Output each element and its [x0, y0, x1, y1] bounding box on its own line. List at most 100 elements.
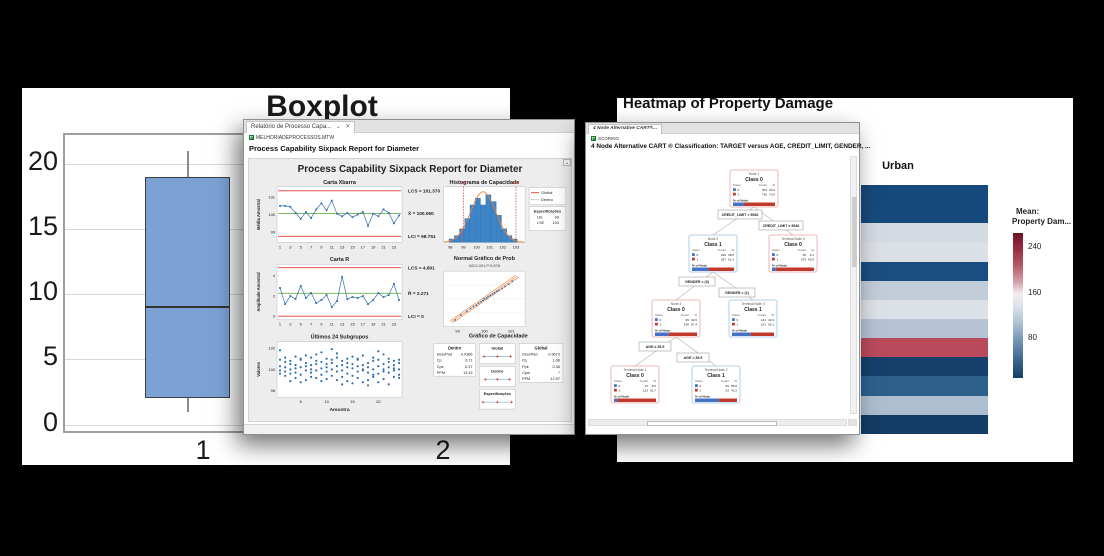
svg-text:%: %: [694, 313, 697, 317]
svg-text:0.9673: 0.9673: [548, 353, 560, 357]
svg-text:0.37: 0.37: [465, 365, 472, 369]
cart-tab-label: 4 Node Alternative CART®...: [593, 126, 658, 131]
svg-text:13.43: 13.43: [463, 371, 472, 375]
vertical-scrollbar[interactable]: [850, 156, 857, 414]
svg-text:56.8: 56.8: [731, 384, 737, 388]
svg-text:102: 102: [500, 244, 507, 249]
svg-text:0: 0: [700, 384, 702, 388]
svg-text:Count: Count: [718, 248, 726, 252]
tab-collapse-icon[interactable]: ⌄: [335, 124, 341, 130]
svg-text:103: 103: [553, 221, 559, 225]
svg-text:9: 9: [320, 244, 323, 249]
vertical-scrollbar-thumb[interactable]: [851, 197, 857, 267]
svg-text:83: 83: [726, 384, 730, 388]
tab-close-icon[interactable]: ✕: [345, 124, 351, 130]
svg-text:5: 5: [300, 244, 303, 249]
window-bottom-scrollbar[interactable]: [244, 424, 574, 434]
svg-text:Gráfico de Capacidade: Gráfico de Capacidade: [469, 334, 528, 340]
median-line: [145, 306, 230, 309]
svg-text:Class: Class: [692, 248, 700, 252]
svg-text:0: 0: [777, 253, 779, 257]
svg-text:Terminal Node 4: Terminal Node 4: [781, 237, 804, 241]
svg-text:Class: Class: [655, 313, 663, 317]
svg-text:Class 1: Class 1: [744, 307, 762, 313]
window-tab-bar: 4 Node Alternative CART®...: [586, 123, 859, 134]
heatmap-cell: [861, 376, 988, 396]
svg-text:101: 101: [268, 195, 275, 200]
svg-text:DesvPad: DesvPad: [522, 353, 537, 357]
boxplot-title: Boxplot: [266, 90, 378, 123]
heatmap-title: Heatmap of Property Damage: [623, 98, 834, 112]
svg-text:Normal Gráfico de Prob: Normal Gráfico de Prob: [454, 256, 516, 262]
heatmap-cell: [861, 414, 988, 434]
svg-text:99: 99: [461, 244, 466, 249]
svg-text:98: 98: [448, 244, 453, 249]
cart-tab[interactable]: 4 Node Alternative CART®...: [588, 124, 663, 134]
svg-text:Dentro: Dentro: [448, 346, 462, 351]
svg-text:5: 5: [300, 322, 303, 327]
svg-text:1: 1: [777, 258, 779, 262]
svg-text:0.71: 0.71: [465, 359, 472, 363]
svg-text:264: 264: [762, 188, 767, 192]
svg-text:Class 0: Class 0: [784, 242, 802, 248]
svg-text:101: 101: [486, 244, 493, 249]
svg-text:CREDIT_LIMIT < 9546: CREDIT_LIMIT < 9546: [722, 213, 759, 217]
heatmap-cell: [861, 318, 988, 339]
y-tick-label: 20: [27, 145, 58, 176]
svg-text:11: 11: [330, 322, 334, 327]
svg-text:226: 226: [721, 253, 726, 257]
svg-text:99: 99: [455, 329, 460, 334]
svg-text:Carta Xbarra: Carta Xbarra: [323, 180, 357, 186]
svg-text:99: 99: [271, 229, 276, 234]
svg-text:67.4: 67.4: [691, 323, 697, 327]
svg-text:Count: Count: [681, 313, 689, 317]
svg-text:Count: Count: [640, 379, 648, 383]
chart-menu-button[interactable]: ⌄: [563, 159, 571, 166]
horizontal-scrollbar[interactable]: [588, 419, 847, 426]
svg-text:95: 95: [686, 318, 690, 322]
svg-text:55.1: 55.1: [768, 323, 774, 327]
svg-text:17: 17: [361, 244, 365, 249]
svg-text:15: 15: [350, 244, 355, 249]
svg-text:Node 2: Node 2: [708, 237, 719, 241]
svg-text:9.1: 9.1: [810, 253, 815, 257]
cart-tree-diagram: CREDIT_LIMIT < 9546 CREDIT_LIMIT ≥ 9546 GE…: [610, 169, 818, 404]
svg-text:AGE > 35.5: AGE > 35.5: [684, 356, 703, 360]
svg-text:Cpk: Cpk: [437, 365, 444, 369]
horizontal-scrollbar-thumb[interactable]: [647, 420, 777, 426]
svg-text:98: 98: [271, 388, 276, 393]
svg-text:1.08: 1.08: [553, 359, 560, 363]
svg-text:Node 1: Node 1: [749, 172, 760, 176]
worksheet-name: MELHORIADEPROCESSOS.MTW: [256, 135, 335, 141]
svg-text:0: 0: [660, 318, 662, 322]
svg-text:21: 21: [381, 322, 385, 327]
svg-text:Class 1: Class 1: [704, 242, 722, 248]
svg-text:LCS = 101.370: LCS = 101.370: [408, 188, 440, 194]
svg-text:% of Node: % of Node: [614, 395, 629, 399]
y-tick-label: 5: [42, 341, 58, 372]
svg-text:Count: Count: [759, 183, 767, 187]
svg-text:Cp: Cp: [437, 359, 442, 363]
svg-text:CREDIT_LIMIT ≥ 9546: CREDIT_LIMIT ≥ 9546: [763, 224, 800, 228]
svg-text:LIE: LIE: [461, 181, 467, 185]
svg-text:%: %: [731, 248, 734, 252]
svg-text:19: 19: [371, 322, 376, 327]
svg-text:Histograma de Capacidade: Histograma de Capacidade: [450, 180, 520, 186]
svg-text:LIE: LIE: [537, 216, 543, 220]
y-tick-label: 10: [27, 276, 58, 307]
svg-text:100: 100: [481, 329, 488, 334]
svg-text:736: 736: [762, 193, 767, 197]
report-heading: Process Capability Sixpack Report for Di…: [249, 144, 420, 153]
svg-text:Class 1: Class 1: [707, 373, 725, 379]
capability-tab[interactable]: Relatório de Processo Capa... ⌄ ✕: [246, 121, 356, 133]
svg-text:%: %: [772, 183, 775, 187]
heatmap-cell: [861, 357, 988, 377]
